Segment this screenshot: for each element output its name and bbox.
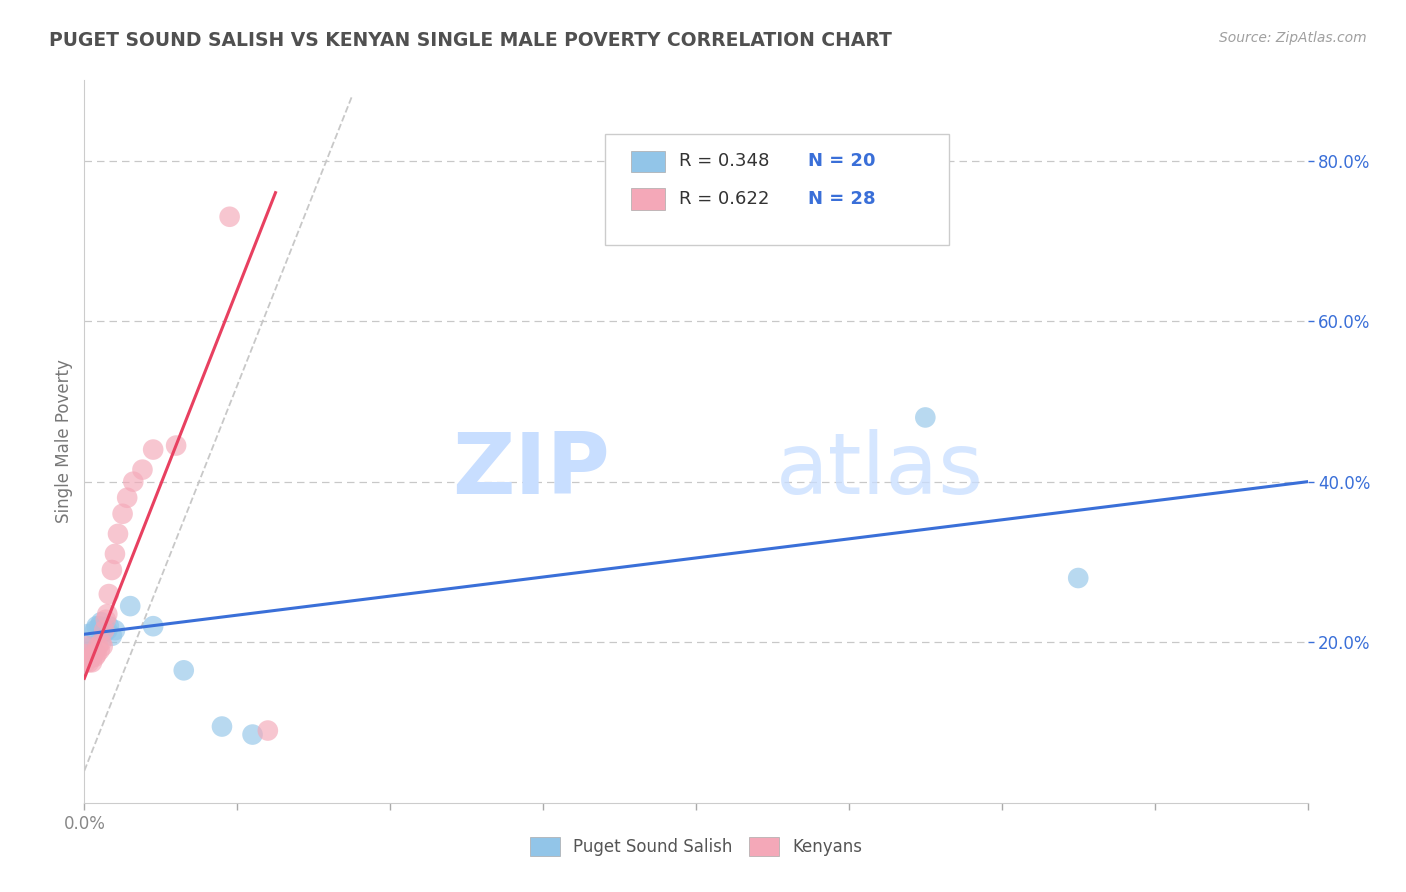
- Point: [86, 619, 108, 633]
- Point: [104, 623, 127, 637]
- Text: R = 0.622: R = 0.622: [679, 190, 769, 208]
- Text: atlas: atlas: [776, 429, 983, 512]
- Point: [84, 623, 107, 637]
- Point: [96, 607, 118, 621]
- Point: [89, 619, 111, 633]
- Point: [97, 619, 120, 633]
- Point: [101, 563, 124, 577]
- Point: [75, 648, 97, 662]
- Point: [91, 621, 114, 635]
- Point: [914, 410, 936, 425]
- Point: [1067, 571, 1090, 585]
- Point: [90, 635, 112, 649]
- Point: [90, 615, 112, 630]
- Text: N = 20: N = 20: [808, 153, 876, 170]
- Point: [115, 491, 138, 505]
- Point: [75, 655, 97, 669]
- Point: [93, 625, 115, 640]
- Text: PUGET SOUND SALISH VS KENYAN SINGLE MALE POVERTY CORRELATION CHART: PUGET SOUND SALISH VS KENYAN SINGLE MALE…: [49, 31, 891, 50]
- Y-axis label: Single Male Poverty: Single Male Poverty: [55, 359, 73, 524]
- Point: [91, 639, 114, 653]
- Point: [173, 664, 195, 678]
- Point: [97, 587, 120, 601]
- Point: [86, 648, 108, 662]
- Point: [122, 475, 145, 489]
- Point: [84, 649, 107, 664]
- Point: [257, 723, 280, 738]
- Point: [89, 643, 111, 657]
- Point: [107, 526, 129, 541]
- Text: R = 0.348: R = 0.348: [679, 153, 769, 170]
- Point: [87, 639, 110, 653]
- Point: [101, 629, 124, 643]
- Point: [75, 648, 97, 662]
- Point: [111, 507, 134, 521]
- Text: Source: ZipAtlas.com: Source: ZipAtlas.com: [1219, 31, 1367, 45]
- Point: [94, 613, 117, 627]
- Legend: Puget Sound Salish, Kenyans: Puget Sound Salish, Kenyans: [523, 830, 869, 863]
- Point: [83, 648, 105, 662]
- Point: [211, 719, 233, 733]
- Point: [142, 619, 165, 633]
- Point: [76, 627, 98, 641]
- Point: [80, 655, 103, 669]
- Point: [79, 651, 101, 665]
- Point: [218, 210, 240, 224]
- Point: [142, 442, 165, 457]
- Point: [165, 438, 187, 452]
- Point: [120, 599, 142, 614]
- Point: [77, 655, 100, 669]
- Point: [104, 547, 127, 561]
- Point: [96, 623, 118, 637]
- Text: ZIP: ZIP: [453, 429, 610, 512]
- Point: [242, 728, 264, 742]
- Point: [76, 639, 98, 653]
- Point: [93, 623, 115, 637]
- Text: N = 28: N = 28: [808, 190, 876, 208]
- Point: [131, 462, 153, 476]
- Point: [80, 639, 103, 653]
